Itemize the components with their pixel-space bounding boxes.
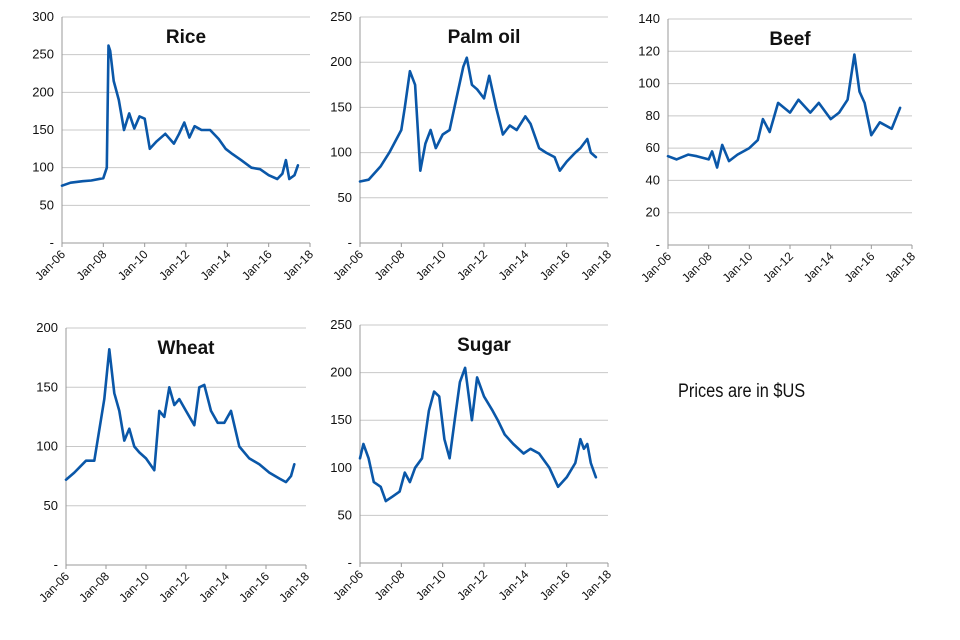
- x-tick-label: Jan-16: [537, 567, 573, 603]
- x-tick-label: Jan-18: [578, 247, 614, 283]
- x-tick-label: Jan-16: [239, 247, 275, 283]
- y-tick-label: -: [50, 235, 54, 250]
- y-tick-label: 80: [646, 108, 660, 123]
- y-tick-label: 50: [44, 498, 58, 513]
- x-tick-label: Jan-10: [116, 569, 152, 605]
- x-tick-label: Jan-16: [842, 249, 878, 285]
- x-tick-label: Jan-06: [330, 567, 366, 603]
- y-tick-label: 100: [32, 160, 54, 175]
- y-tick-label: 20: [646, 205, 660, 220]
- x-tick-label: Jan-12: [760, 249, 796, 285]
- x-tick-label: Jan-12: [156, 569, 192, 605]
- x-tick-label: Jan-14: [196, 569, 232, 605]
- x-tick-label: Jan-18: [882, 249, 918, 285]
- x-tick-label: Jan-14: [496, 567, 532, 603]
- y-tick-label: 50: [338, 190, 352, 205]
- chart-title: Sugar: [457, 335, 511, 356]
- y-tick-label: 40: [646, 172, 660, 187]
- y-tick-label: -: [348, 235, 352, 250]
- x-tick-label: Jan-10: [413, 567, 449, 603]
- price-series-line: [64, 347, 296, 484]
- y-tick-label: 100: [638, 76, 660, 91]
- chart-title: Rice: [166, 27, 206, 48]
- x-tick-label: Jan-08: [74, 247, 110, 283]
- price-series-line: [666, 53, 902, 169]
- y-tick-label: 120: [638, 43, 660, 58]
- price-series-line: [358, 366, 598, 503]
- y-tick-label: 150: [36, 379, 58, 394]
- y-tick-label: 200: [32, 84, 54, 99]
- chart-title: Wheat: [158, 338, 216, 359]
- y-tick-label: 100: [36, 439, 58, 454]
- chart-title: Beef: [769, 29, 811, 50]
- x-tick-label: Jan-06: [638, 249, 674, 285]
- y-tick-label: 200: [330, 365, 352, 380]
- currency-note: Prices are in $US: [678, 381, 806, 402]
- price-series-line: [60, 44, 300, 187]
- x-tick-label: Jan-10: [720, 249, 756, 285]
- y-tick-label: 300: [32, 9, 54, 24]
- x-tick-label: Jan-06: [36, 569, 72, 605]
- x-tick-label: Jan-06: [330, 247, 366, 283]
- chart-title: Palm oil: [448, 27, 521, 48]
- x-tick-label: Jan-16: [236, 569, 272, 605]
- x-tick-label: Jan-06: [32, 247, 68, 283]
- y-tick-label: 100: [330, 145, 352, 160]
- x-tick-label: Jan-08: [76, 569, 112, 605]
- x-tick-label: Jan-18: [280, 247, 316, 283]
- x-tick-label: Jan-08: [679, 249, 715, 285]
- x-tick-label: Jan-16: [537, 247, 573, 283]
- x-tick-label: Jan-12: [454, 567, 490, 603]
- x-tick-label: Jan-12: [156, 247, 192, 283]
- x-tick-label: Jan-10: [115, 247, 151, 283]
- x-tick-label: Jan-08: [372, 567, 408, 603]
- y-tick-label: 100: [330, 460, 352, 475]
- y-tick-label: 140: [638, 11, 660, 26]
- price-series-line: [358, 56, 598, 183]
- y-tick-label: 150: [330, 99, 352, 114]
- y-tick-label: 250: [330, 9, 352, 24]
- y-tick-label: 200: [330, 54, 352, 69]
- y-tick-label: 250: [330, 317, 352, 332]
- y-tick-label: 250: [32, 47, 54, 62]
- x-tick-label: Jan-10: [413, 247, 449, 283]
- x-tick-label: Jan-18: [276, 569, 312, 605]
- x-tick-label: Jan-14: [198, 247, 234, 283]
- x-tick-label: Jan-18: [578, 567, 614, 603]
- y-tick-label: 50: [40, 197, 54, 212]
- y-tick-label: 60: [646, 140, 660, 155]
- y-tick-label: 50: [338, 507, 352, 522]
- x-tick-label: Jan-14: [801, 249, 837, 285]
- y-tick-label: -: [54, 557, 58, 572]
- y-tick-label: 200: [36, 320, 58, 335]
- y-tick-label: 150: [330, 412, 352, 427]
- y-tick-label: 150: [32, 122, 54, 137]
- y-tick-label: -: [348, 555, 352, 570]
- x-tick-label: Jan-08: [372, 247, 408, 283]
- x-tick-label: Jan-14: [496, 247, 532, 283]
- x-tick-label: Jan-12: [454, 247, 490, 283]
- y-tick-label: -: [656, 237, 660, 252]
